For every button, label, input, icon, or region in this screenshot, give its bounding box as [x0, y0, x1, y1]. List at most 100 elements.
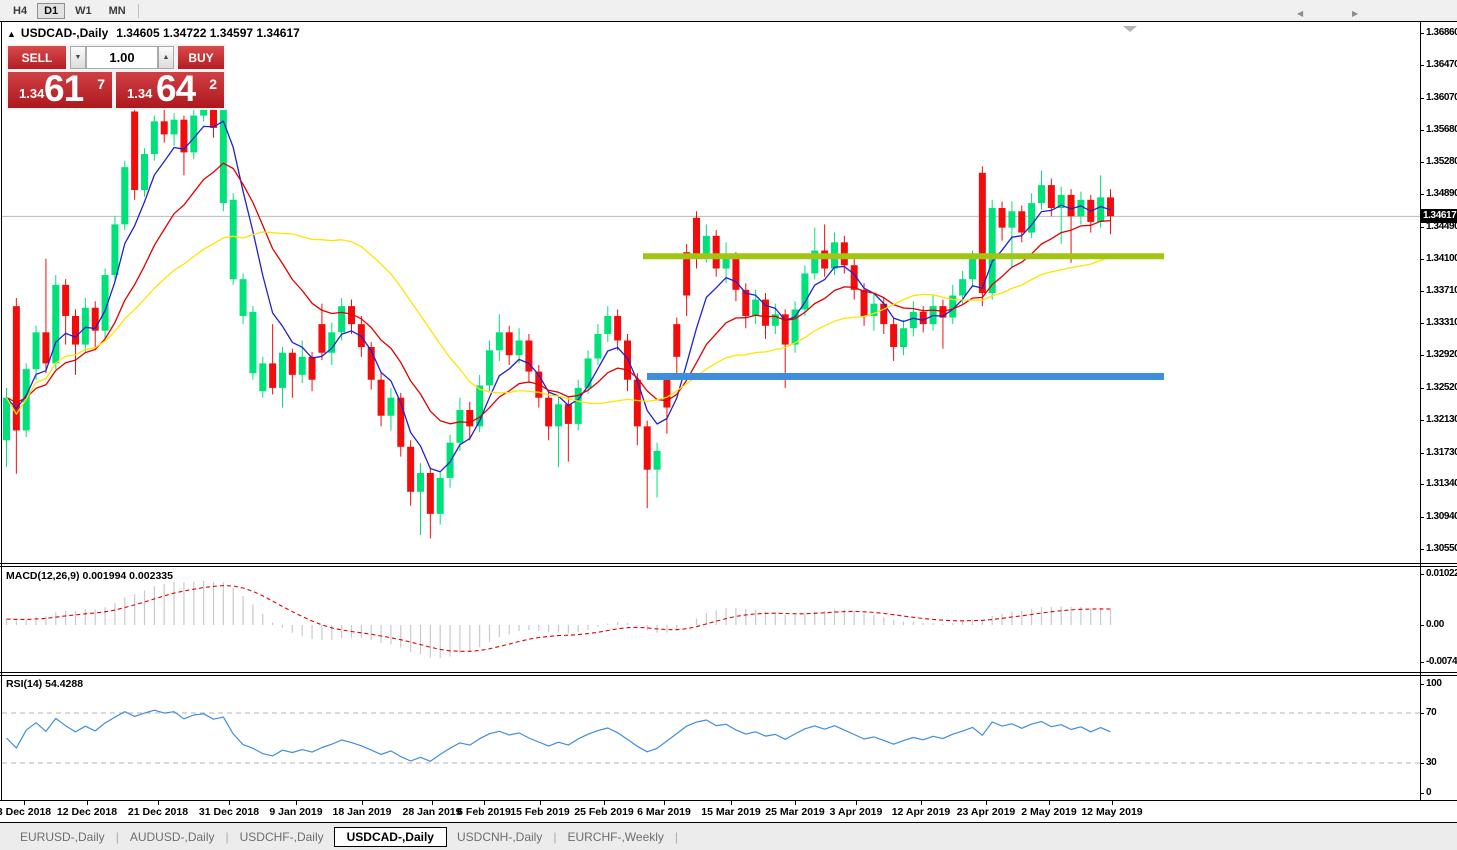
tab-eurchf[interactable]: EURCHF-,Weekly [567, 829, 664, 844]
tab-audusd[interactable]: AUDUSD-,Daily [129, 829, 215, 844]
splitter-main-macd[interactable] [0, 563, 1457, 564]
price-tick [1420, 65, 1424, 66]
tab-usdcad[interactable]: USDCAD-,Daily [333, 826, 447, 847]
date-label: 12 Apr 2019 [891, 806, 951, 818]
tab-scroll-right-icon[interactable]: ▶ [1352, 9, 1359, 18]
date-label: 28 Jan 2019 [402, 806, 462, 818]
tab-usdcnh[interactable]: USDCNH-,Daily [456, 829, 543, 844]
tab-separator: | [674, 829, 679, 844]
symbol-period-label: USDCAD-,Daily [20, 26, 109, 40]
price-label: 1.30550 [1426, 543, 1457, 554]
tab-scroll-left-icon[interactable]: ◀ [1297, 9, 1304, 18]
macd-header: MACD(12,26,9) 0.001994 0.002335 [6, 570, 173, 582]
price-label: 1.36860 [1426, 27, 1457, 38]
collapse-triangle-icon[interactable]: ▲ [7, 29, 16, 39]
macd-pane[interactable] [2, 567, 1420, 671]
date-label: 31 Dec 2018 [198, 806, 260, 818]
date-tick [158, 801, 159, 805]
date-label: 15 Mar 2019 [701, 806, 761, 818]
tab-eurusd[interactable]: EURUSD-,Daily [20, 829, 105, 844]
splitter-macd-rsi[interactable] [0, 672, 1457, 673]
date-label: 25 Feb 2019 [574, 806, 634, 818]
price-label: 1.30940 [1426, 511, 1457, 522]
tab-separator: | [225, 829, 229, 844]
chevron-up-icon: ▲ [162, 54, 170, 61]
date-tick [856, 801, 857, 805]
price-tick [1420, 194, 1424, 195]
price-tick [1420, 130, 1424, 131]
volume-input[interactable]: 1.00 [86, 46, 158, 69]
rsi-pane[interactable] [2, 676, 1420, 799]
price-tick [1420, 323, 1424, 324]
date-tick [24, 801, 25, 805]
macd-scale-label: 0.010229 [1426, 568, 1457, 579]
date-label: 12 Dec 2018 [56, 806, 118, 818]
chart-background [0, 22, 1457, 822]
price-label: 1.32920 [1426, 349, 1457, 360]
volume-increase-button[interactable]: ▲ [158, 46, 174, 69]
trendline-resistance[interactable] [643, 253, 1164, 260]
date-tick [362, 801, 363, 805]
buy-price-pip: 2 [209, 76, 217, 92]
buy-button[interactable]: BUY [178, 46, 224, 69]
macd-scale-label: -0.00747 [1426, 656, 1457, 667]
rsi-scale-label: 100 [1426, 678, 1442, 689]
rsi-scale-label: 0 [1426, 787, 1432, 798]
toolbar-divider [0, 21, 1457, 22]
price-tick [1420, 259, 1424, 260]
timeframe-button-h4[interactable]: H4 [13, 4, 28, 17]
price-label: 1.36070 [1426, 92, 1457, 103]
price-tick [1420, 162, 1424, 163]
price-label: 1.34490 [1426, 221, 1457, 232]
buy-price-main: 64 [156, 68, 196, 109]
date-tick [604, 801, 605, 805]
buy-price-box[interactable]: 1.34 64 2 [116, 68, 224, 109]
splitter-main-macd-2 [0, 566, 1457, 567]
trendline-support[interactable] [647, 372, 1164, 380]
volume-decrease-button[interactable]: ▼ [70, 46, 86, 69]
moving-averages [5, 120, 1111, 473]
price-label: 1.34100 [1426, 253, 1457, 264]
price-tick [1420, 420, 1424, 421]
price-tick [1420, 484, 1424, 485]
price-label: 1.32520 [1426, 382, 1457, 393]
date-tick [484, 801, 485, 805]
sell-button[interactable]: SELL [8, 46, 66, 69]
tab-usdchf[interactable]: USDCHF-,Daily [239, 829, 324, 844]
date-label: 9 Jan 2019 [269, 806, 323, 818]
timeframe-button-w1[interactable]: W1 [75, 4, 92, 17]
rsi-header: RSI(14) 54.4288 [6, 678, 83, 690]
price-label: 1.36470 [1426, 59, 1457, 70]
rsi-scale-tick [1420, 684, 1424, 685]
timeframe-button-mn[interactable]: MN [108, 4, 126, 17]
tab-separator: | [115, 829, 119, 844]
price-tick [1420, 549, 1424, 550]
date-tick [296, 801, 297, 805]
timeframe-button-d1[interactable]: D1 [37, 2, 66, 19]
date-tick [795, 801, 796, 805]
price-axis[interactable]: 1.36860 1.36470 1.36070 1.35680 1.35280 1.348… [1420, 0, 1457, 822]
date-tick [432, 801, 433, 805]
macd-scale-tick [1420, 625, 1424, 626]
sell-price-box[interactable]: 1.34 61 7 [8, 68, 112, 109]
price-tick [1420, 98, 1424, 99]
rsi-scale-label: 30 [1426, 757, 1437, 768]
price-tick [1420, 355, 1424, 356]
macd-signal-line [6, 585, 1111, 652]
main-chart[interactable] [2, 22, 1420, 562]
date-label: 6 Mar 2019 [637, 806, 691, 818]
date-axis[interactable]: 3 Dec 2018 12 Dec 2018 21 Dec 2018 31 Dec 2… [0, 801, 1457, 822]
timeframe-toolbar: H4 D1 W1 MN [0, 0, 1457, 21]
price-label: 1.31340 [1426, 478, 1457, 489]
macd-scale-label: 0.00 [1426, 619, 1444, 630]
rsi-value: 54.4288 [45, 678, 84, 690]
one-click-trade-panel: SELL ▼ 1.00 ▲ BUY 1.34 61 7 1.34 64 2 [6, 44, 226, 110]
chart-title: ▲ USDCAD-,Daily 1.34605 1.34722 1.34597 1.… [7, 26, 300, 40]
date-tick [87, 801, 88, 805]
date-label: 18 Jan 2019 [332, 806, 392, 818]
price-tick [1420, 388, 1424, 389]
date-tick [921, 801, 922, 805]
date-label: 25 Mar 2019 [765, 806, 825, 818]
chart-shift-marker-icon[interactable] [1123, 26, 1137, 32]
price-tick [1420, 453, 1424, 454]
